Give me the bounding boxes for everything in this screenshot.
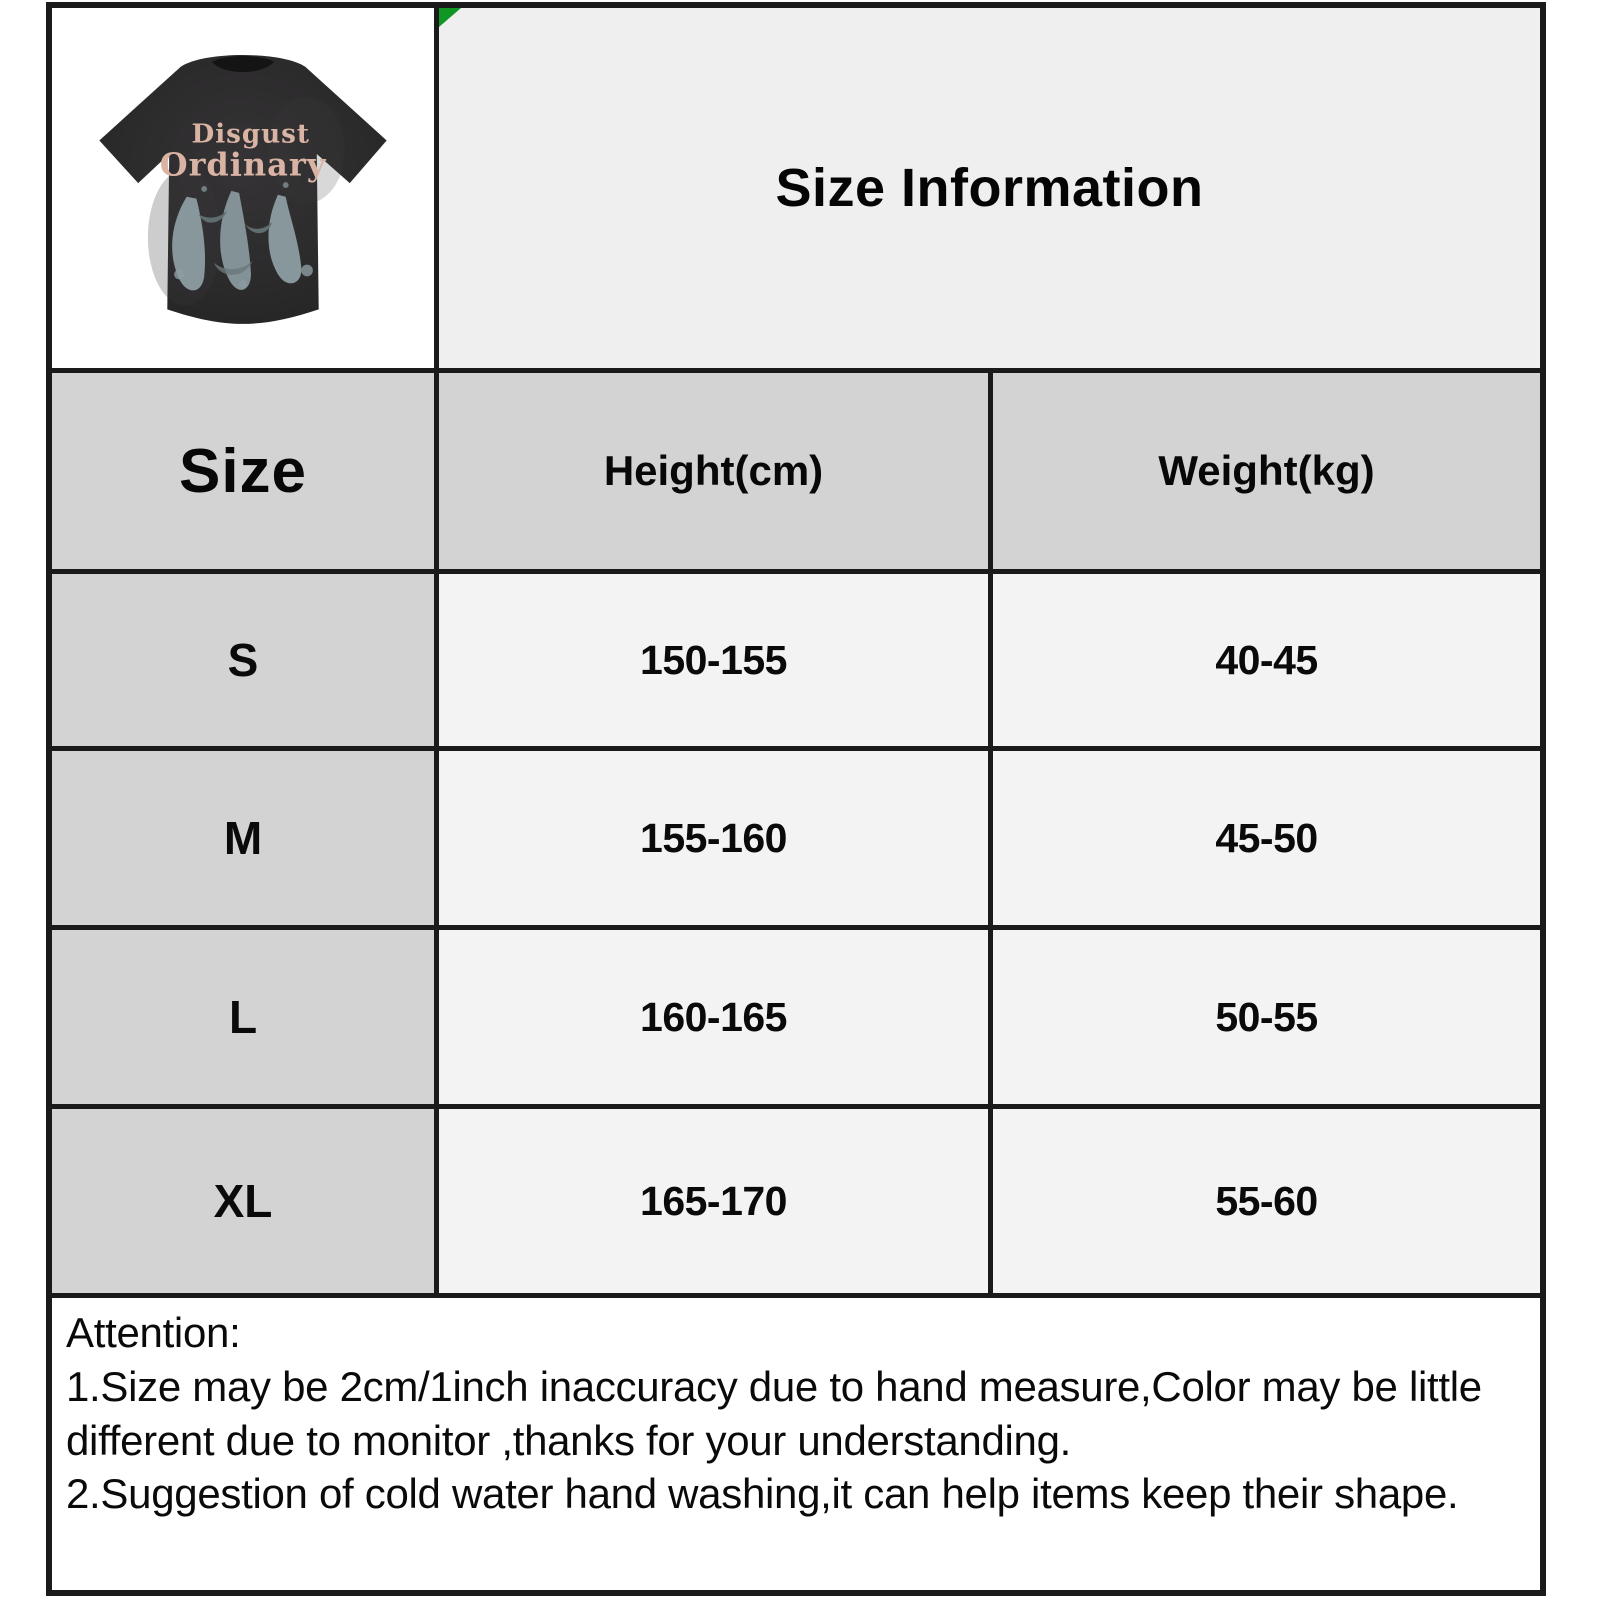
print-text-line1: Disgust — [192, 118, 310, 149]
column-header-weight: Weight(kg) — [993, 373, 1540, 569]
size-label-s: S — [52, 574, 434, 746]
attention-title: Attention: — [66, 1309, 241, 1356]
print-text-line2: Ordinary — [160, 145, 327, 183]
tshirt-graphic: Disgust Ordinary — [99, 55, 387, 324]
column-header-size: Size — [52, 373, 434, 569]
page-title: Size Information — [775, 158, 1204, 218]
product-image: Disgust Ordinary — [99, 55, 387, 324]
title-cell: Size Information — [439, 8, 1540, 368]
height-value-l: 160-165 — [439, 930, 988, 1104]
weight-value-l: 50-55 — [993, 930, 1540, 1104]
tshirt-body — [99, 55, 387, 324]
weight-value-xl: 55-60 — [993, 1109, 1540, 1293]
print-grunge-art — [172, 182, 313, 291]
attention-line-2: 2.Suggestion of cold water hand washing,… — [66, 1470, 1459, 1518]
attention-line-1: 1.Size may be 2cm/1inch inaccuracy due t… — [66, 1362, 1482, 1464]
column-header-height: Height(cm) — [439, 373, 988, 569]
size-label-l: L — [52, 930, 434, 1104]
size-information-table: Disgust Ordinary — [46, 2, 1546, 1596]
size-label-m: M — [52, 751, 434, 925]
size-label-xl: XL — [52, 1109, 434, 1293]
weight-value-s: 40-45 — [993, 574, 1540, 746]
product-image-cell: Disgust Ordinary — [52, 8, 434, 368]
tshirt-collar — [211, 56, 275, 73]
green-corner-triangle-icon — [439, 8, 461, 27]
attention-note: Attention: 1.Size may be 2cm/1inch inacc… — [52, 1298, 1540, 1590]
weight-value-m: 45-50 — [993, 751, 1540, 925]
height-value-m: 155-160 — [439, 751, 988, 925]
height-value-xl: 165-170 — [439, 1109, 988, 1293]
height-value-s: 150-155 — [439, 574, 988, 746]
